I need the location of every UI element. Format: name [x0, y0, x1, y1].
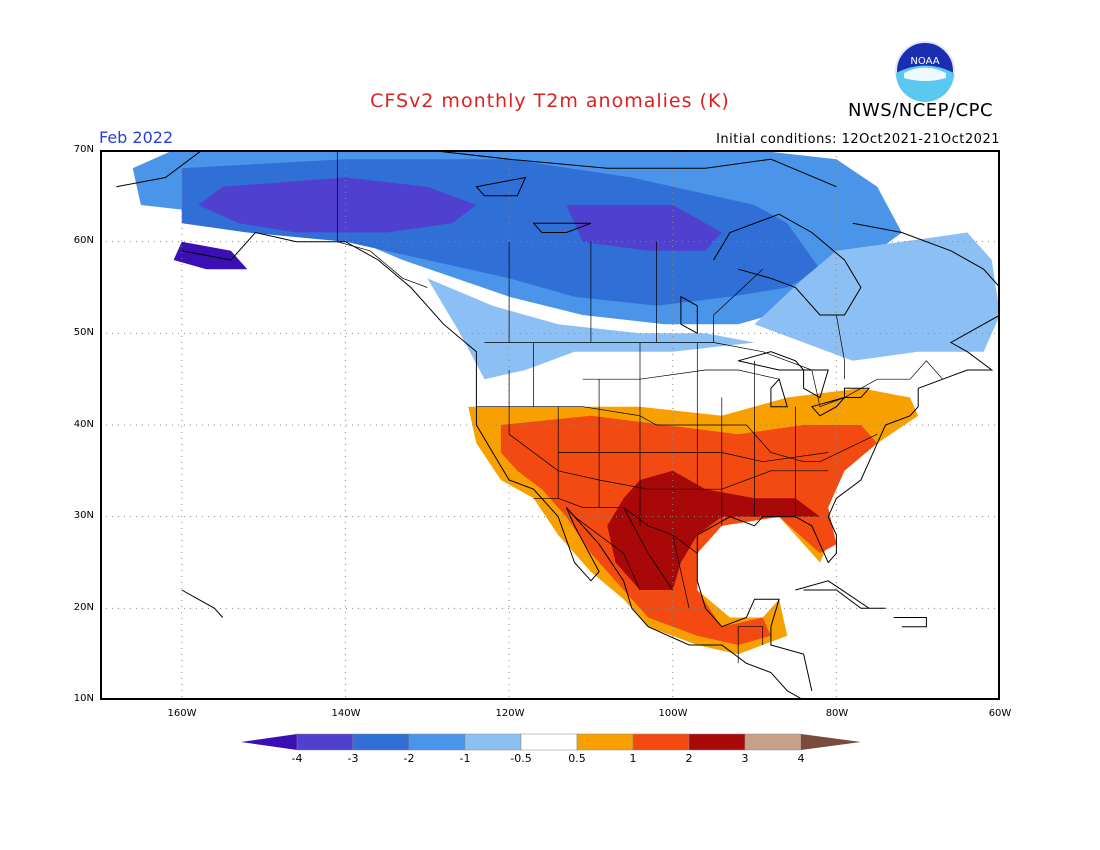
- border-line: [476, 406, 878, 463]
- colorbar-segment: [744, 733, 802, 751]
- lat-label-60n: 60N: [73, 235, 94, 246]
- coastline: [696, 314, 1000, 564]
- border-line: [582, 369, 780, 380]
- lake-outline: [770, 378, 788, 408]
- colorbar-label: -3: [347, 752, 359, 765]
- colorbar-label: -0.5: [510, 752, 532, 765]
- colorbar-low-arrow: [241, 734, 297, 750]
- south-central-hot-region: [607, 470, 820, 590]
- logo-text: NOAA: [910, 56, 939, 67]
- border-line: [484, 342, 943, 408]
- lat-label-30n: 30N: [73, 510, 94, 521]
- colorbar: [241, 733, 861, 751]
- border-line: [574, 516, 641, 591]
- colorbar-segment: [296, 733, 354, 751]
- lon-label-80w: 80W: [825, 708, 849, 719]
- lat-label-20n: 20N: [73, 602, 94, 613]
- colorbar-segment: [352, 733, 410, 751]
- lat-label-40n: 40N: [73, 419, 94, 430]
- colorbar-segment: [464, 733, 522, 751]
- noaa-logo-icon: NOAA: [895, 41, 955, 102]
- coastline: [893, 617, 927, 628]
- lon-label-140w: 140W: [331, 708, 361, 719]
- colorbar-segment: [632, 733, 690, 751]
- coastline: [795, 580, 886, 609]
- border-line: [713, 268, 763, 343]
- lake-outline: [532, 222, 592, 233]
- coastline: [713, 213, 862, 316]
- colorbar-label: 3: [741, 752, 749, 765]
- coastline: [181, 589, 224, 618]
- colorbar-label: -1: [459, 752, 471, 765]
- lon-label-60w: 60W: [988, 708, 1012, 719]
- border-line: [836, 314, 845, 380]
- lake-outline: [475, 176, 527, 197]
- initial-conditions: Initial conditions: 12Oct2021-21Oct2021: [716, 132, 1000, 147]
- alaska-peninsula-coldest-region: [173, 241, 248, 270]
- graticule: [100, 150, 1000, 700]
- lon-label-120w: 120W: [495, 708, 525, 719]
- lat-label-70n: 70N: [73, 144, 94, 155]
- forecast-month: Feb 2022: [99, 128, 174, 147]
- lat-label-10n: 10N: [73, 693, 94, 704]
- colorbar-label: 0.5: [568, 752, 586, 765]
- coastline: [181, 231, 804, 700]
- border-line: [336, 150, 428, 288]
- map-frame: [100, 150, 1000, 700]
- lake-outline: [680, 295, 698, 335]
- border-line: [672, 534, 690, 609]
- anomaly-map: [100, 150, 1000, 700]
- colorbar-segment: [520, 733, 578, 751]
- labrador-quebec-cool-region: [754, 232, 1000, 361]
- lake-outline: [803, 369, 829, 399]
- coastline: [852, 222, 1000, 288]
- coastline: [116, 150, 837, 188]
- colorbar-label: 1: [629, 752, 637, 765]
- lake-outline: [810, 396, 846, 417]
- border-line: [533, 497, 698, 554]
- lon-label-160w: 160W: [167, 708, 197, 719]
- border-line: [623, 507, 673, 591]
- colorbar-label: -4: [291, 752, 303, 765]
- colorbar-label: -2: [403, 752, 415, 765]
- lat-label-50n: 50N: [73, 327, 94, 338]
- lon-label-100w: 100W: [658, 708, 688, 719]
- colorbar-label: 4: [797, 752, 805, 765]
- colorbar-high-arrow: [801, 734, 861, 750]
- organization-label: NWS/NCEP/CPC: [848, 100, 994, 121]
- colorbar-segment: [576, 733, 634, 751]
- political-borders: [336, 150, 943, 664]
- hudson-west-very-cold-region: [566, 205, 722, 251]
- border-line: [508, 433, 829, 490]
- coastline: [696, 553, 813, 691]
- colorbar-label: 2: [685, 752, 693, 765]
- colorbar-segment: [408, 733, 466, 751]
- border-line: [737, 626, 764, 664]
- colorbar-segment: [688, 733, 746, 751]
- chart-title: CFSv2 monthly T2m anomalies (K): [370, 90, 730, 112]
